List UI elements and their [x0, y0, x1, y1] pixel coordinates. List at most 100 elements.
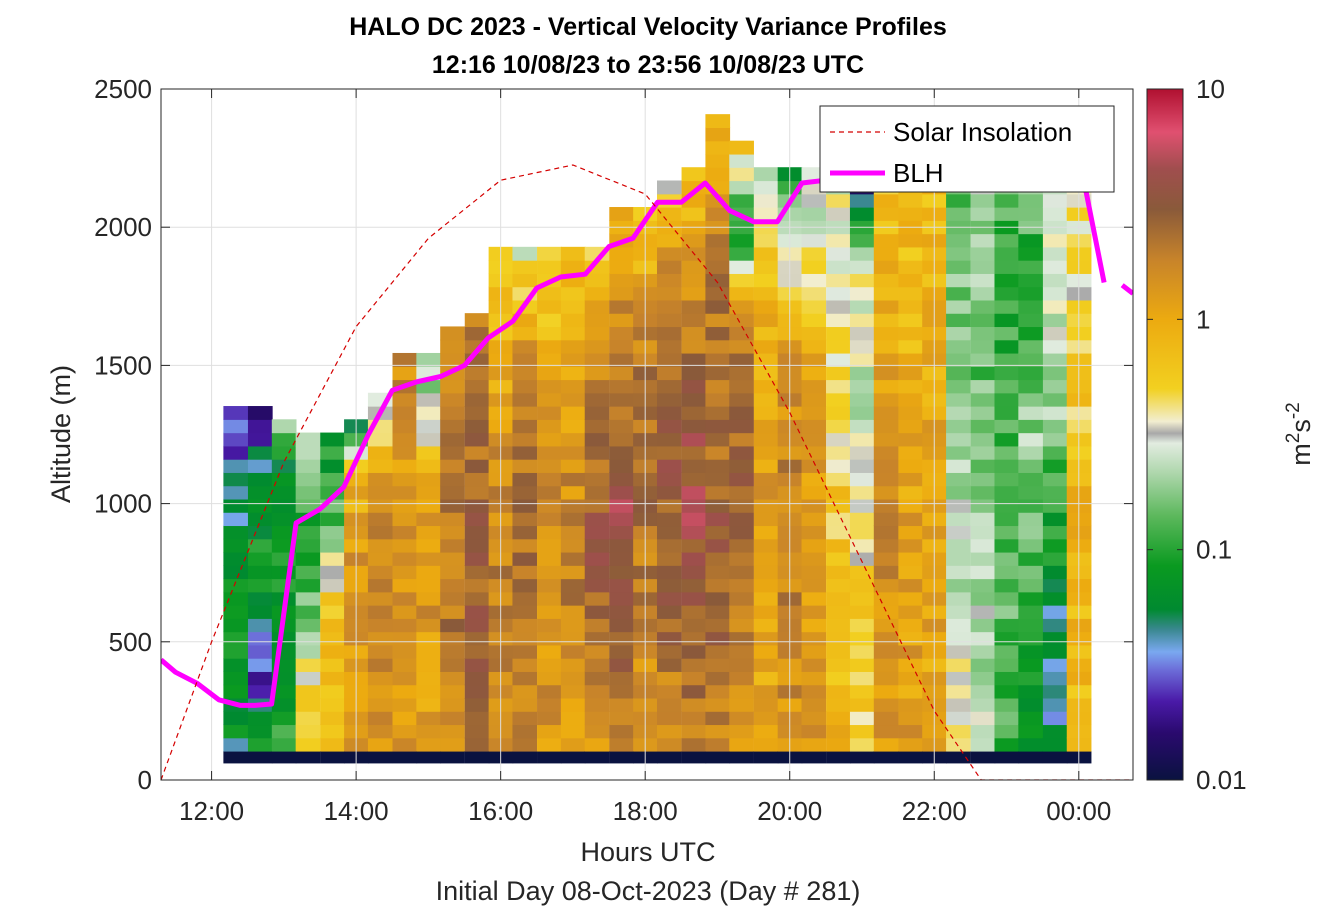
- heatmap-cell: [898, 538, 924, 553]
- heatmap-cell: [946, 273, 971, 288]
- heatmap-cell: [367, 737, 393, 752]
- heatmap-cell: [873, 684, 899, 699]
- heatmap-cell: [681, 485, 707, 500]
- heatmap-cell: [537, 485, 562, 500]
- heatmap-cell: [801, 565, 827, 580]
- heatmap-cell: [247, 525, 273, 540]
- heatmap-cell: [1042, 273, 1068, 288]
- heatmap-cell: [223, 432, 249, 447]
- heatmap-cell: [392, 711, 418, 726]
- heatmap-cell: [705, 551, 731, 566]
- heatmap-cell: [873, 286, 899, 301]
- heatmap-cell: [753, 299, 779, 314]
- heatmap-cell: [416, 591, 442, 606]
- heatmap-cell: [801, 207, 827, 221]
- heatmap-cell: [609, 366, 634, 381]
- heatmap-cell: [609, 432, 634, 447]
- heatmap-cell: [826, 326, 851, 341]
- heatmap-cell: [898, 644, 924, 659]
- heatmap-cell: [295, 605, 321, 619]
- heatmap-cell: [1018, 551, 1044, 566]
- heatmap-cell: [994, 379, 1020, 394]
- heatmap-cell: [681, 671, 707, 686]
- heatmap-cell: [416, 512, 442, 527]
- heatmap-cell: [512, 445, 538, 460]
- heatmap-cell: [898, 246, 924, 261]
- heatmap-cell: [826, 246, 851, 261]
- heatmap-cell: [584, 578, 610, 593]
- heatmap-cell: [681, 697, 707, 712]
- heatmap-cell: [584, 498, 610, 513]
- heatmap-cell: [753, 697, 779, 712]
- heatmap-cell: [681, 618, 707, 633]
- heatmap-cell: [729, 326, 754, 341]
- legend-solar-label: Solar Insolation: [893, 117, 1072, 147]
- heatmap-cell: [247, 445, 273, 460]
- heatmap-cell: [753, 631, 779, 646]
- heatmap-cell: [753, 618, 779, 633]
- heatmap-cell: [946, 631, 971, 646]
- heatmap-cell: [295, 538, 321, 553]
- heatmap-cell: [1018, 565, 1044, 580]
- heatmap-cell: [801, 644, 827, 659]
- heatmap-cell: [223, 631, 249, 646]
- heatmap-cell: [1042, 525, 1068, 540]
- heatmap-cell: [367, 565, 393, 580]
- heatmap-cell: [367, 697, 393, 712]
- heatmap-cell: [223, 551, 249, 566]
- heatmap-cell: [849, 724, 875, 739]
- heatmap-cell: [849, 326, 875, 341]
- heatmap-cell: [656, 711, 682, 726]
- heatmap-cell-base: [247, 750, 273, 764]
- heatmap-cell: [609, 565, 634, 580]
- heatmap-cell: [946, 525, 971, 540]
- heatmap-cell: [512, 339, 538, 354]
- heatmap-cell: [970, 618, 996, 633]
- heatmap-cell: [1042, 565, 1068, 580]
- heatmap-cell: [247, 432, 273, 447]
- heatmap-cell: [994, 512, 1020, 527]
- heatmap-cell: [970, 565, 996, 580]
- heatmap-cell: [512, 658, 538, 672]
- heatmap-cell: [681, 565, 707, 580]
- heatmap-cells: [223, 114, 1092, 764]
- heatmap-cell: [729, 644, 754, 659]
- heatmap-cell: [271, 565, 297, 580]
- heatmap-cell: [729, 711, 754, 726]
- heatmap-cell-base: [946, 750, 971, 764]
- heatmap-cell: [560, 591, 586, 606]
- heatmap-cell: [898, 697, 924, 712]
- heatmap-cell: [1018, 697, 1044, 712]
- heatmap-cell: [753, 193, 779, 208]
- heatmap-cell: [946, 366, 971, 381]
- blh-line-segment: [1120, 283, 1133, 296]
- heatmap-cell: [1018, 246, 1044, 261]
- heatmap-cell: [681, 233, 707, 248]
- colorbar-unit-label: m2s-2: [1283, 402, 1316, 465]
- heatmap-cell: [970, 273, 996, 288]
- heatmap-cell-base: [729, 750, 754, 764]
- heatmap-cell: [705, 631, 731, 646]
- heatmap-cell: [994, 538, 1020, 553]
- heatmap-cell: [560, 525, 586, 540]
- heatmap-cell: [223, 459, 249, 473]
- heatmap-cell: [1018, 525, 1044, 540]
- heatmap-cell: [898, 260, 924, 274]
- heatmap-cell: [464, 498, 490, 513]
- heatmap-cell: [656, 326, 682, 341]
- heatmap-cell: [1042, 711, 1068, 726]
- heatmap-cell: [320, 578, 345, 593]
- heatmap-cell: [705, 605, 731, 619]
- heatmap-cell-base: [705, 750, 731, 764]
- heatmap-cell: [416, 525, 442, 540]
- heatmap-cell: [416, 551, 442, 566]
- heatmap-cell: [512, 684, 538, 699]
- heatmap-cell: [801, 551, 827, 566]
- x-tick-label: 12:00: [179, 796, 244, 826]
- heatmap-cell: [392, 578, 418, 593]
- heatmap-cell: [898, 406, 924, 420]
- heatmap-cell: [729, 313, 754, 328]
- heatmap-cell: [271, 459, 297, 473]
- heatmap-cell: [801, 352, 827, 367]
- heatmap-cell: [560, 658, 586, 672]
